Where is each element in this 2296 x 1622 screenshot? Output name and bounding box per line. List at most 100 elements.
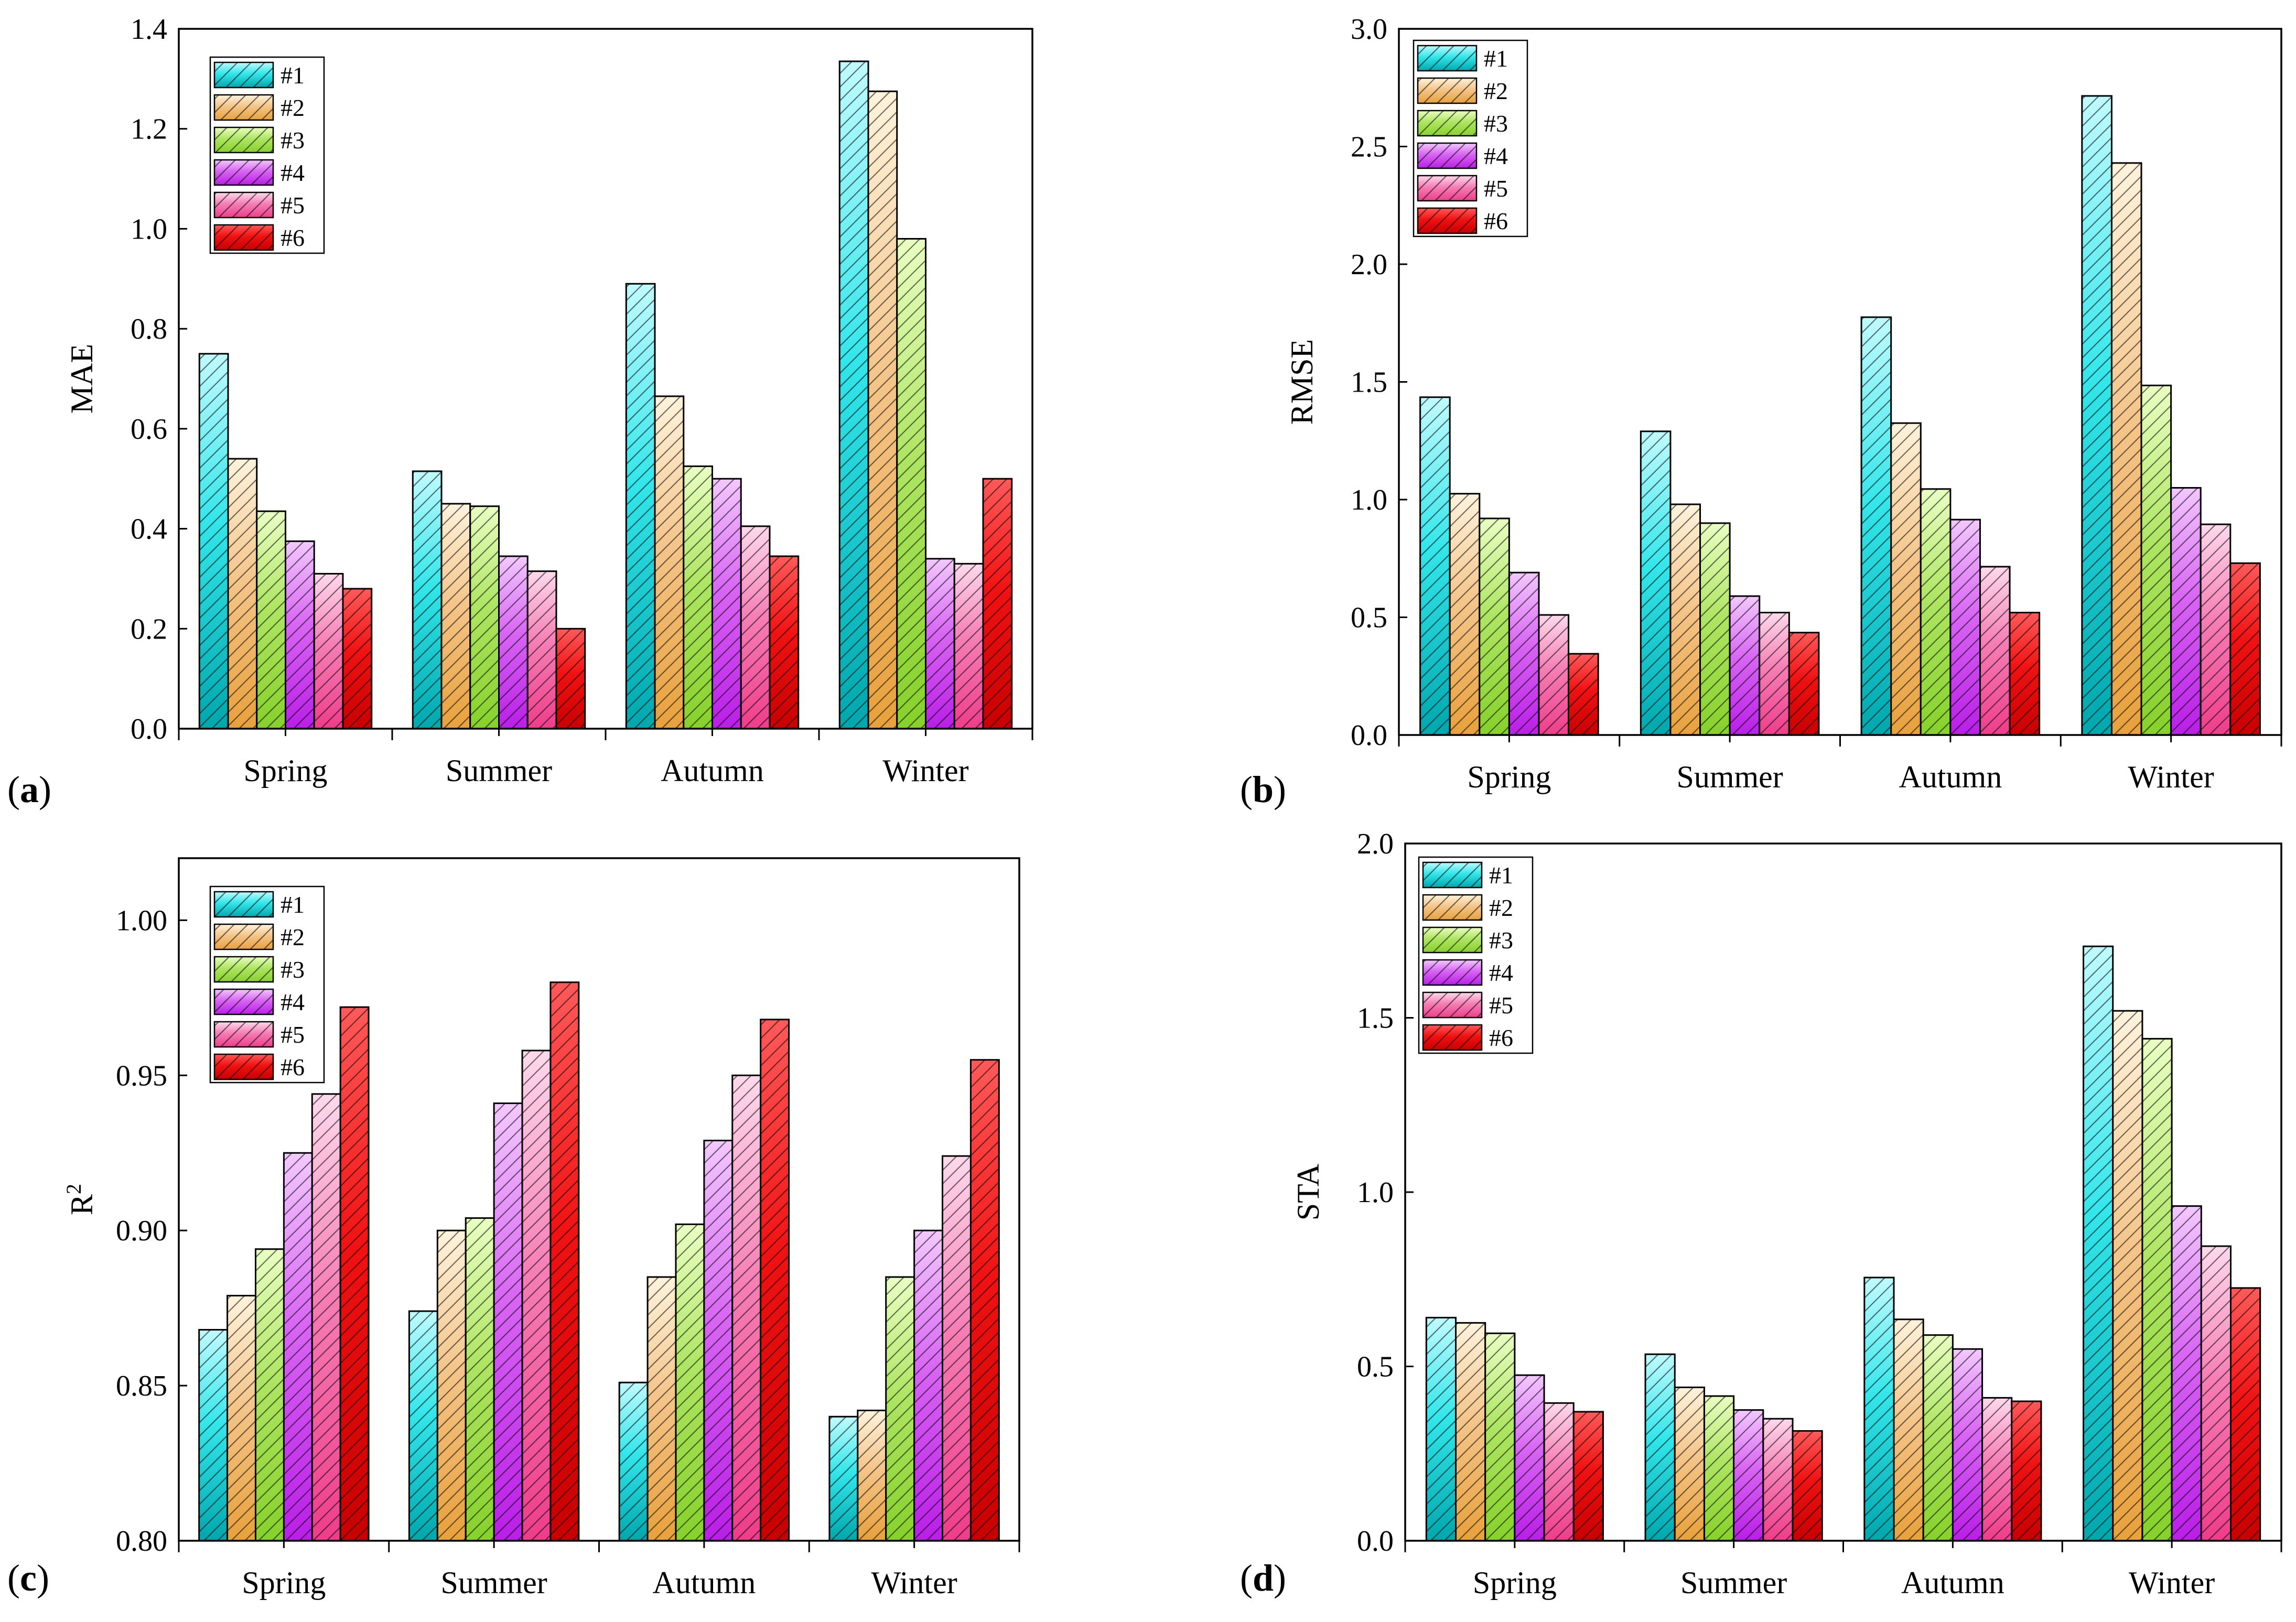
legend-label: #5 bbox=[1484, 175, 1508, 202]
y-tick-label: 2.0 bbox=[1357, 828, 1394, 860]
legend-label: #2 bbox=[281, 924, 305, 950]
bar-autumn-s5 bbox=[1979, 566, 2011, 736]
bars bbox=[198, 60, 1013, 730]
bar-autumn-s3 bbox=[683, 465, 714, 730]
legend: #1 #2 #3 #4 #5 #6 bbox=[209, 885, 325, 1084]
bar-spring-s5 bbox=[311, 1093, 341, 1542]
legend-label: #5 bbox=[1489, 992, 1513, 1019]
bar-spring-s1 bbox=[1419, 396, 1451, 736]
bar-spring-s2 bbox=[227, 458, 258, 730]
legend-item-s2: #2 bbox=[213, 94, 305, 121]
bar-autumn-s1 bbox=[1860, 316, 1892, 736]
bar-spring-s6 bbox=[342, 588, 373, 730]
bar-autumn-s5 bbox=[740, 525, 771, 730]
legend-label: #1 bbox=[281, 62, 305, 89]
legend-label: #2 bbox=[1489, 894, 1513, 921]
bar-winter-s4 bbox=[2171, 1205, 2202, 1542]
bar-winter-s4 bbox=[925, 558, 955, 730]
bar-summer-s4 bbox=[1733, 1409, 1764, 1542]
x-axis: Spring Summer Autumn Winter bbox=[178, 729, 1033, 788]
bar-spring-s5 bbox=[313, 572, 344, 730]
bar-summer-s2 bbox=[1669, 503, 1701, 736]
legend-item-s2: #2 bbox=[1422, 894, 1513, 921]
legend-label: #1 bbox=[1484, 45, 1508, 72]
y-tick-label: 0.4 bbox=[131, 513, 167, 546]
bar-winter-s5 bbox=[942, 1155, 972, 1542]
bar-winter-s3 bbox=[885, 1276, 915, 1542]
y-axis-title: MAE bbox=[64, 344, 99, 414]
bar-winter-s5 bbox=[2200, 1245, 2232, 1542]
y-axis: 0.0 0.5 1.0 1.5 2.0 bbox=[1357, 828, 1414, 1558]
bar-spring-s6 bbox=[1568, 653, 1599, 736]
panel-label: (a) bbox=[7, 769, 51, 810]
legend-label: #4 bbox=[281, 159, 305, 186]
x-tick-label-autumn: Autumn bbox=[661, 753, 764, 788]
bar-winter-s6 bbox=[2229, 1287, 2261, 1542]
bar-summer-s2 bbox=[440, 503, 471, 730]
bar-winter-s2 bbox=[2110, 162, 2142, 736]
bar-spring-s1 bbox=[198, 353, 229, 730]
bar-summer-s5 bbox=[1759, 612, 1790, 736]
legend-label: #3 bbox=[1489, 927, 1513, 954]
legend-label: #4 bbox=[1489, 959, 1513, 986]
legend-item-s2: #2 bbox=[213, 923, 305, 950]
bar-summer-s6 bbox=[1792, 1430, 1823, 1542]
bar-winter-s6 bbox=[2229, 562, 2261, 736]
bar-winter-s3 bbox=[2140, 384, 2172, 736]
legend-item-s4: #4 bbox=[1417, 142, 1508, 169]
legend-item-s3: #3 bbox=[213, 956, 305, 983]
legend-item-s5: #5 bbox=[213, 191, 305, 219]
x-tick-label-summer: Summer bbox=[440, 1565, 547, 1600]
legend-item-s2: #2 bbox=[1417, 77, 1508, 104]
bar-autumn-s2 bbox=[1890, 422, 1922, 736]
bar-autumn-s6 bbox=[760, 1019, 790, 1542]
y-tick-label: 0.0 bbox=[131, 713, 167, 745]
y-tick-label: 0.80 bbox=[116, 1525, 167, 1558]
x-tick-label-spring: Spring bbox=[242, 1565, 326, 1600]
y-tick-label: 2.0 bbox=[1351, 248, 1387, 281]
bar-summer-s3 bbox=[1699, 522, 1731, 736]
legend-item-s6: #6 bbox=[213, 1053, 305, 1080]
legend-item-s3: #3 bbox=[213, 126, 305, 154]
panel-label: (b) bbox=[1240, 769, 1286, 810]
bar-winter-s1 bbox=[838, 60, 869, 730]
y-tick-label: 0.5 bbox=[1357, 1351, 1394, 1383]
x-tick-label-summer: Summer bbox=[1680, 1565, 1787, 1600]
bar-spring-s5 bbox=[1543, 1402, 1575, 1542]
bar-summer-s2 bbox=[1674, 1386, 1705, 1542]
legend-label: #4 bbox=[281, 989, 305, 1015]
x-axis: Spring Summer Autumn Winter bbox=[1404, 1541, 2282, 1600]
bar-winter-s2 bbox=[857, 1409, 887, 1542]
bar-spring-s5 bbox=[1538, 614, 1570, 736]
y-tick-label: 0.6 bbox=[131, 413, 167, 446]
bar-spring-s1 bbox=[1425, 1316, 1457, 1542]
bar-winter-s1 bbox=[2081, 95, 2112, 736]
bar-winter-s6 bbox=[969, 1059, 1000, 1542]
bar-summer-s4 bbox=[498, 555, 529, 730]
x-tick-label-autumn: Autumn bbox=[653, 1565, 756, 1600]
bar-summer-s6 bbox=[1788, 632, 1820, 736]
bar-autumn-s1 bbox=[618, 1381, 649, 1542]
legend-item-s3: #3 bbox=[1422, 926, 1513, 954]
x-axis: Spring Summer Autumn Winter bbox=[1398, 735, 2282, 794]
bar-summer-s1 bbox=[408, 1310, 438, 1542]
y-tick-label: 0.8 bbox=[131, 313, 167, 345]
x-tick-label-winter: Winter bbox=[882, 753, 968, 788]
legend-label: #3 bbox=[281, 956, 305, 983]
y-axis: 0.80 0.85 0.90 0.95 1.00 bbox=[116, 904, 187, 1558]
bar-summer-s3 bbox=[1703, 1395, 1735, 1542]
y-axis: 0.0 0.2 0.4 0.6 0.8 1.0 1.2 1.4 bbox=[131, 13, 187, 745]
bar-autumn-s6 bbox=[2009, 612, 2041, 736]
y-axis: 0.0 0.5 1.0 1.5 2.0 2.5 3.0 bbox=[1351, 13, 1407, 752]
bar-autumn-s4 bbox=[703, 1140, 734, 1542]
bar-spring-s3 bbox=[1479, 517, 1510, 736]
bar-summer-s6 bbox=[555, 628, 586, 730]
legend: #1 #2 #3 #4 #5 #6 bbox=[1418, 856, 1534, 1054]
bar-autumn-s2 bbox=[654, 395, 685, 730]
bar-autumn-s2 bbox=[646, 1276, 677, 1542]
legend-item-s5: #5 bbox=[1417, 175, 1508, 202]
legend-label: #4 bbox=[1484, 143, 1508, 169]
bar-summer-s4 bbox=[1729, 595, 1761, 736]
bar-spring-s3 bbox=[1484, 1332, 1516, 1542]
